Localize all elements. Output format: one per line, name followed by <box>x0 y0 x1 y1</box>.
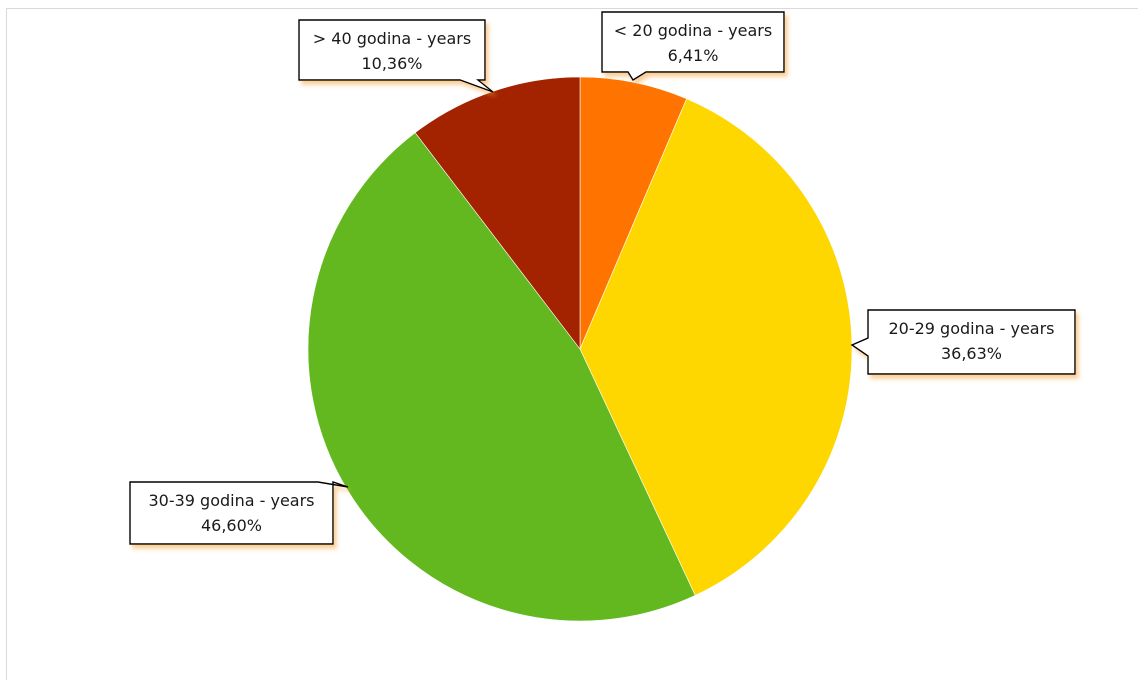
callout-box <box>298 19 494 93</box>
callout-box <box>601 11 785 81</box>
slice-value-label: 36,63% <box>941 344 1002 363</box>
callout-box <box>129 481 349 545</box>
slice-category-label: < 20 godina - years <box>614 21 772 40</box>
callout-box <box>850 309 1076 375</box>
slice-value-label: 10,36% <box>361 54 422 73</box>
data-label-callout: 30-39 godina - years 46,60% <box>129 481 349 545</box>
data-label-callout: 20-29 godina - years 36,63% <box>850 309 1076 375</box>
data-label-callout: < 20 godina - years 6,41% <box>601 11 785 81</box>
slice-category-label: 30-39 godina - years <box>148 491 314 510</box>
slice-category-label: 20-29 godina - years <box>888 319 1054 338</box>
chart-frame <box>6 8 1138 680</box>
pie-slice <box>307 132 696 622</box>
slice-value-label: 6,41% <box>668 46 719 65</box>
slice-category-label: > 40 godina - years <box>313 29 471 48</box>
data-label-callouts: < 20 godina - years 6,41% 20-29 godina - y… <box>129 11 1076 545</box>
data-label-callout: > 40 godina - years 10,36% <box>298 19 494 93</box>
slice-value-label: 46,60% <box>201 516 262 535</box>
pie-slices <box>307 76 853 622</box>
